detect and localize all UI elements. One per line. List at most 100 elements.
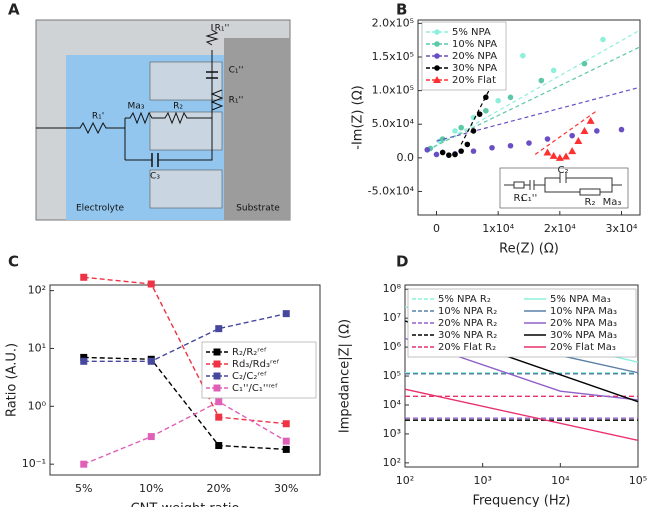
y-tick-label: 10² <box>383 456 401 469</box>
data-point <box>458 124 464 131</box>
legend-label: R₂/R₂ʳᵉᶠ <box>232 347 267 358</box>
series-line <box>83 312 287 362</box>
y-axis-label: Impedance|Z| (Ω) <box>338 319 353 433</box>
legend-marker <box>434 53 440 59</box>
data-point <box>476 111 483 117</box>
legend-marker <box>213 348 221 356</box>
y-tick-label: -5.0x10⁴ <box>368 184 415 197</box>
data-point <box>282 445 290 453</box>
y-axis-label: Ratio (A.U.) <box>5 343 20 417</box>
data-point <box>464 141 471 148</box>
data-point <box>580 126 589 134</box>
x-tick-label: 10% <box>139 482 163 495</box>
data-point <box>562 152 570 160</box>
inset-circuit <box>499 167 629 209</box>
panel-label: C <box>8 253 19 271</box>
x-tick-label: 10⁴ <box>551 474 570 487</box>
legend-label: Rd₃/Rd₃ʳᵉᶠ <box>232 359 280 370</box>
x-tick-label: 30% <box>274 482 298 495</box>
data-point <box>446 152 452 158</box>
x-axis-label: Re(Z) (Ω) <box>499 242 559 257</box>
circuit-label: Ma₃ <box>128 102 145 112</box>
data-point <box>544 136 551 142</box>
data-point <box>215 325 223 333</box>
data-point <box>600 36 606 43</box>
x-tick-label: 1x10⁴ <box>482 222 515 235</box>
y-tick-label: 10⁵ <box>383 369 401 382</box>
data-point <box>80 357 88 365</box>
legend-label: 30% NPA R₂ <box>438 330 497 341</box>
legend-label: 20% Flat <box>452 75 496 86</box>
data-point <box>483 107 489 114</box>
circuit-label: Substrate <box>236 204 280 214</box>
y-tick-label: 10⁻¹ <box>22 457 46 470</box>
data-point <box>569 132 575 139</box>
circuit-label: C₃ <box>150 172 160 182</box>
legend-label: 20% Flat R₂ <box>438 342 496 353</box>
x-axis-label: CNT weight ratio <box>131 502 240 508</box>
circuit-label: R₂ <box>173 102 183 112</box>
data-point <box>495 97 501 104</box>
circuit-label: R₁'' <box>215 24 230 34</box>
data-point <box>147 433 155 441</box>
inset-resistor <box>579 188 601 196</box>
circuit-wires <box>36 24 224 161</box>
data-point <box>424 146 431 153</box>
data-point <box>458 148 464 154</box>
plot-frame <box>417 19 641 216</box>
inset-label: R₂ <box>585 197 596 208</box>
legend-label: 30% NPA Ma₃ <box>550 330 617 341</box>
schematic <box>35 19 291 221</box>
y-tick-label: 5.0x10⁴ <box>372 117 415 130</box>
panel-label: B <box>396 1 407 19</box>
data-point <box>526 140 532 146</box>
data-point <box>538 77 545 84</box>
legend-marker <box>434 29 440 35</box>
data-point <box>452 128 458 134</box>
data-point <box>433 151 440 158</box>
y-tick-label: 1.5x10⁵ <box>372 50 414 63</box>
capacitors <box>151 71 218 167</box>
data-point <box>439 136 446 142</box>
legend-label: 20% NPA Ma₃ <box>550 318 617 329</box>
data-point <box>550 67 557 74</box>
legend-marker <box>434 41 440 47</box>
x-tick-label: 0 <box>433 222 440 235</box>
x-tick-label: 10² <box>396 474 414 487</box>
legend-label: C₂/C₂ʳᵉᶠ <box>232 371 267 382</box>
y-tick-label: 10⁸ <box>383 282 402 295</box>
x-tick-label: 20% <box>207 482 231 495</box>
data-point <box>439 149 446 156</box>
x-tick-label: 3x10⁴ <box>606 222 639 235</box>
legend-label: 5% NPA R₂ <box>438 294 491 305</box>
data-point <box>147 280 155 288</box>
legend-label: 10% NPA <box>452 39 497 50</box>
inset-label: R₁ <box>514 193 525 204</box>
data-point <box>215 442 223 450</box>
substrate-region <box>224 38 290 220</box>
y-tick-label: 0.0 <box>397 151 415 164</box>
inset-wires <box>504 177 622 193</box>
legend-label: 20% NPA R₂ <box>438 318 497 329</box>
data-point <box>520 52 526 59</box>
x-tick-label: 5% <box>75 482 92 495</box>
inset-label: C₁'' <box>521 193 538 204</box>
legend-marker <box>213 372 221 380</box>
y-tick-label: 10¹ <box>28 341 46 354</box>
data-point <box>483 94 489 101</box>
panel-label: A <box>8 1 20 19</box>
data-point <box>452 151 458 158</box>
data-point <box>568 147 577 155</box>
legend-label: 5% NPA Ma₃ <box>550 294 611 305</box>
cnt-forest <box>149 61 223 101</box>
inset-label: C₂ <box>558 165 569 176</box>
legend-marker <box>213 360 221 368</box>
y-tick-label: 10⁶ <box>383 340 402 353</box>
data-point <box>507 142 514 149</box>
series-line <box>83 276 287 425</box>
y-tick-label: 10⁷ <box>383 311 401 324</box>
data-point <box>80 273 88 281</box>
data-point <box>282 310 290 318</box>
data-point <box>586 116 595 124</box>
legend-label: C₁''/C₁''ʳᵉᶠ <box>232 383 278 394</box>
